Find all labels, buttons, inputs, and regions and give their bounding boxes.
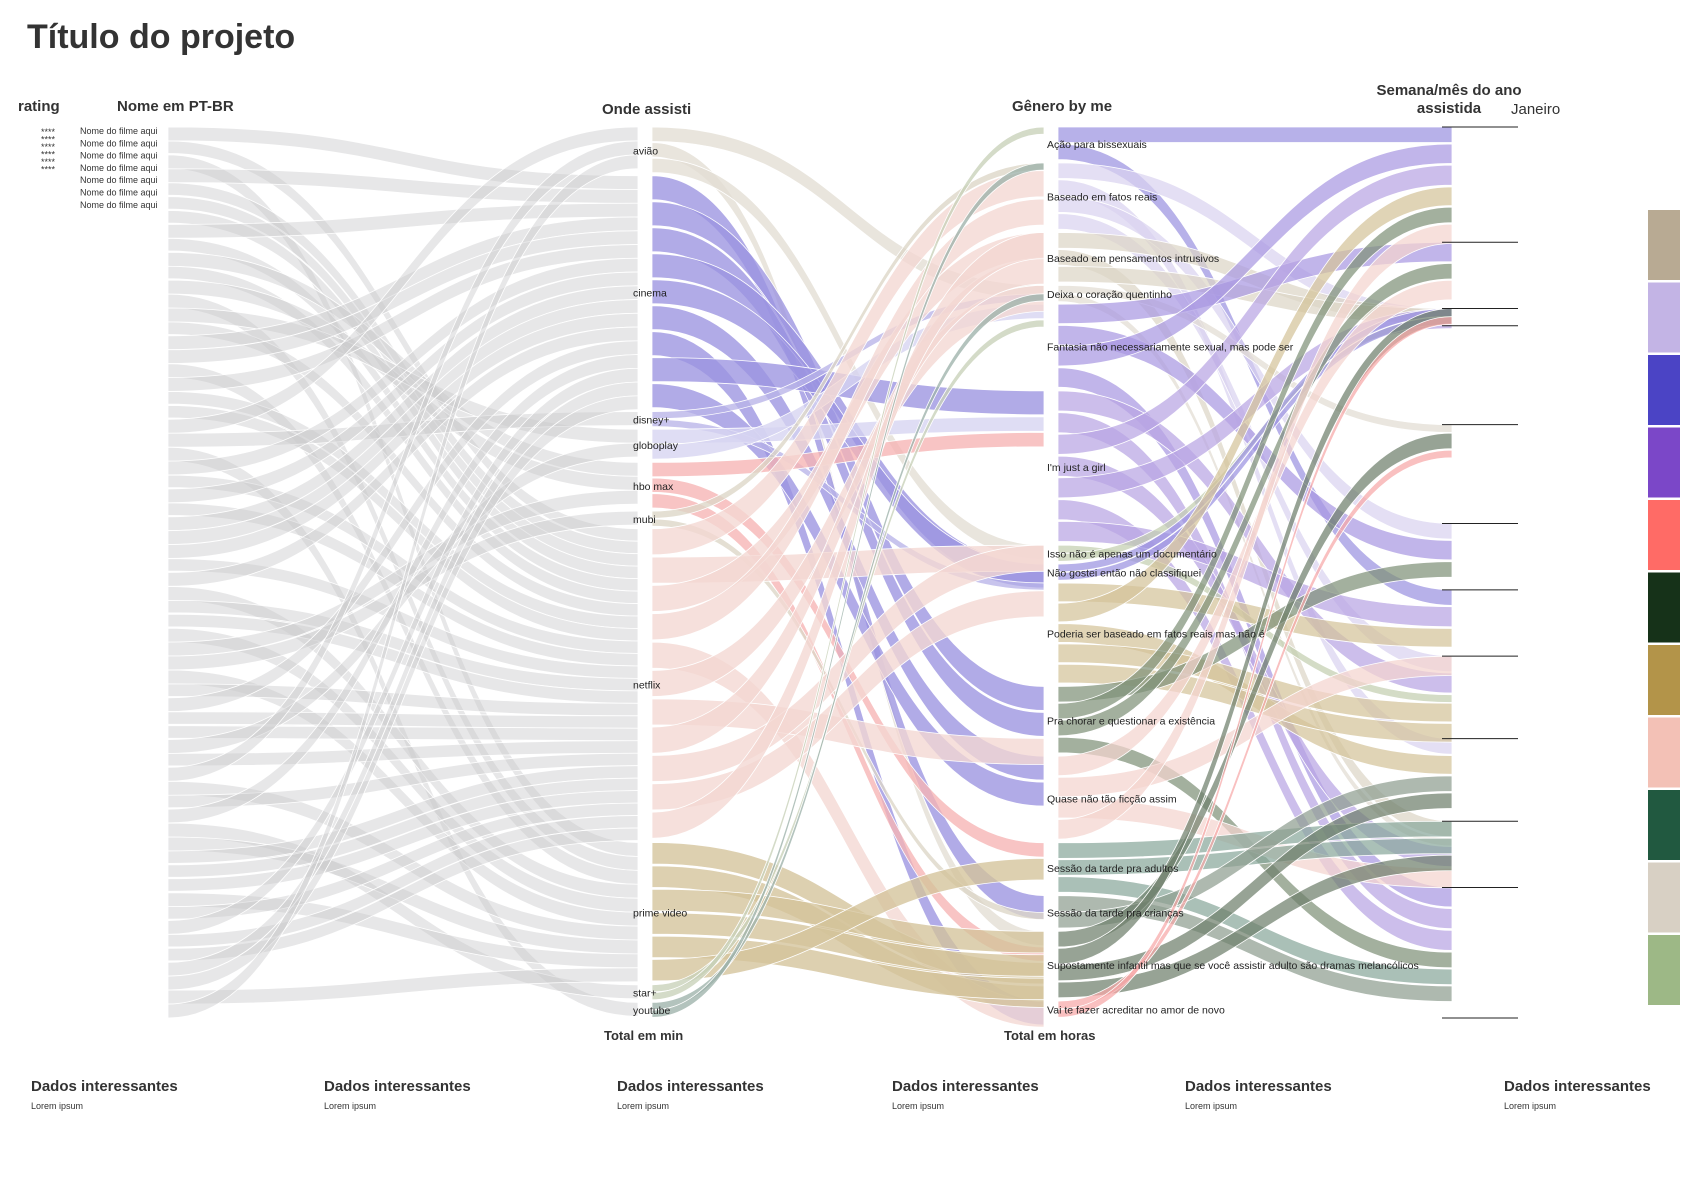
footer-text: Lorem ipsum bbox=[1185, 1101, 1238, 1111]
sankey-link bbox=[1057, 775, 1453, 929]
footer-title: Dados interessantes bbox=[1504, 1078, 1651, 1095]
legend-swatch bbox=[1648, 282, 1680, 353]
movie-name: Nome do filme aqui bbox=[80, 151, 158, 161]
sankey-link bbox=[1057, 449, 1453, 1010]
genre-label: Supostamente infantil mas que se você as… bbox=[1047, 960, 1419, 972]
total-hours-label: Total em horas bbox=[1004, 1028, 1096, 1043]
legend-swatch bbox=[1648, 935, 1680, 1005]
sankey-link bbox=[1057, 792, 1453, 982]
movie-name: Nome do filme aqui bbox=[80, 200, 158, 210]
genre-label: Não gostei então não classifiquei bbox=[1047, 568, 1201, 580]
rating-stars: **** bbox=[41, 135, 56, 145]
genre-label: I'm just a girl bbox=[1047, 462, 1106, 474]
sankey-link bbox=[1057, 126, 1453, 143]
movie-name: Nome do filme aqui bbox=[80, 175, 158, 185]
sankey-link bbox=[1057, 186, 1453, 623]
legend-swatch bbox=[1648, 210, 1680, 280]
genre-label: Fantasia não necessariamente sexual, mas… bbox=[1047, 342, 1294, 354]
footer-block: Dados interessantes Lorem ipsum bbox=[31, 1078, 178, 1111]
rating-column-header: rating bbox=[18, 98, 60, 115]
footer-text: Lorem ipsum bbox=[1504, 1101, 1557, 1111]
legend-swatch bbox=[1648, 645, 1680, 715]
footer-text: Lorem ipsum bbox=[31, 1101, 84, 1111]
sankey-labels: rating Nome em PT-BR Onde assisti Gênero… bbox=[18, 82, 1560, 1043]
platform-label: avião bbox=[633, 145, 658, 157]
footer-title: Dados interessantes bbox=[31, 1078, 178, 1095]
rating-stars: **** bbox=[41, 165, 56, 175]
genre-label: Ação para bissexuais bbox=[1047, 139, 1147, 151]
legend-swatch bbox=[1648, 790, 1680, 860]
sankey-link bbox=[1057, 143, 1453, 367]
rating-stars: **** bbox=[41, 142, 56, 152]
sankey-link bbox=[1057, 206, 1453, 720]
platform-label: prime video bbox=[633, 908, 687, 920]
legend-swatch bbox=[1648, 500, 1680, 570]
footer-block: Dados interessantes Lorem ipsum bbox=[324, 1078, 471, 1111]
genre-label: Quase não tão ficção assim bbox=[1047, 793, 1177, 805]
sankey-link bbox=[1057, 262, 1453, 737]
sankey-link bbox=[1057, 895, 1453, 1002]
total-min-label: Total em min bbox=[604, 1028, 683, 1043]
genre-node-column bbox=[1044, 125, 1058, 1020]
footer-title: Dados interessantes bbox=[892, 1078, 1039, 1095]
platform-label: hbo max bbox=[633, 481, 674, 493]
sankey-link bbox=[1057, 854, 1453, 999]
sankey-link bbox=[1057, 164, 1453, 455]
genre-column-header: Gênero by me bbox=[1012, 98, 1112, 115]
legend-swatch bbox=[1648, 862, 1680, 933]
platform-node-column bbox=[638, 125, 652, 1020]
genre-label: Poderia ser baseado em fatos reais mas n… bbox=[1047, 629, 1265, 641]
genre-label: Sessão da tarde pra crianças bbox=[1047, 907, 1184, 919]
footer-block: Dados interessantes Lorem ipsum bbox=[617, 1078, 764, 1111]
genre-label: Isso não é apenas um documentário bbox=[1047, 549, 1217, 561]
sankey-link bbox=[1057, 316, 1453, 1018]
platform-label: youtube bbox=[633, 1005, 671, 1017]
footer-text: Lorem ipsum bbox=[324, 1101, 377, 1111]
platform-label: cinema bbox=[633, 288, 667, 300]
platform-label: globoplay bbox=[633, 440, 679, 452]
rating-stars: **** bbox=[41, 157, 56, 167]
footer-block: Dados interessantes Lorem ipsum bbox=[1504, 1078, 1651, 1111]
footer-title: Dados interessantes bbox=[617, 1078, 764, 1095]
platform-label: star+ bbox=[633, 988, 657, 1000]
where-column-header: Onde assisti bbox=[602, 101, 691, 118]
legend-swatch bbox=[1648, 427, 1680, 498]
genre-label: Deixa o coração quentinho bbox=[1047, 289, 1172, 301]
sankey-links bbox=[167, 126, 1453, 1028]
footer-text: Lorem ipsum bbox=[892, 1101, 945, 1111]
genre-label: Pra chorar e questionar a existência bbox=[1047, 715, 1215, 727]
week-column-header-line1: Semana/mês do ano bbox=[1376, 82, 1521, 99]
name-column-header: Nome em PT-BR bbox=[117, 98, 234, 115]
color-legend bbox=[1648, 210, 1680, 1005]
genre-label: Vai te fazer acreditar no amor de novo bbox=[1047, 1005, 1225, 1017]
sankey-link bbox=[1057, 432, 1453, 948]
genre-label: Baseado em pensamentos intrusivos bbox=[1047, 253, 1219, 265]
legend-swatch bbox=[1648, 572, 1680, 643]
platform-label: mubi bbox=[633, 514, 656, 526]
rating-stars: **** bbox=[41, 150, 56, 160]
sankey-link bbox=[1057, 223, 1453, 840]
page-title: Título do projeto bbox=[27, 18, 296, 56]
movie-name: Nome do filme aqui bbox=[80, 163, 158, 173]
footer-block: Dados interessantes Lorem ipsum bbox=[892, 1078, 1039, 1111]
footer-text: Lorem ipsum bbox=[617, 1101, 670, 1111]
movie-name: Nome do filme aqui bbox=[80, 188, 158, 198]
week-column-header-line2: assistida bbox=[1417, 100, 1482, 117]
platform-label: disney+ bbox=[633, 414, 669, 426]
movie-name: Nome do filme aqui bbox=[80, 138, 158, 148]
movie-name: Nome do filme aqui bbox=[80, 126, 158, 136]
platform-label: netflix bbox=[633, 680, 661, 692]
footer-block: Dados interessantes Lorem ipsum bbox=[1185, 1078, 1332, 1111]
sankey-node-bars bbox=[638, 125, 1058, 1020]
genre-label: Sessão da tarde pra adultos bbox=[1047, 863, 1178, 875]
legend-swatch bbox=[1648, 717, 1680, 788]
month-label: Janeiro bbox=[1511, 101, 1560, 118]
genre-label: Baseado em fatos reais bbox=[1047, 192, 1157, 204]
legend-swatch bbox=[1648, 355, 1680, 425]
footer-title: Dados interessantes bbox=[1185, 1078, 1332, 1095]
rating-stars: **** bbox=[41, 127, 56, 137]
footer-title: Dados interessantes bbox=[324, 1078, 471, 1095]
